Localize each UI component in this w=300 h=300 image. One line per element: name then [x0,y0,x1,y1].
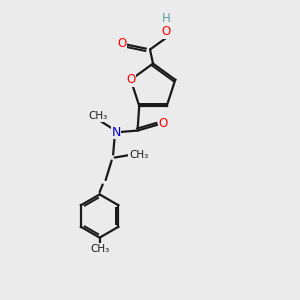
Text: CH₃: CH₃ [90,244,109,254]
Text: O: O [159,116,168,130]
Text: CH₃: CH₃ [129,149,148,160]
Text: CH₃: CH₃ [88,111,108,121]
Text: O: O [117,37,126,50]
Text: H: H [162,11,171,25]
Text: O: O [126,73,135,86]
Text: N: N [112,125,121,139]
Text: O: O [162,25,171,38]
